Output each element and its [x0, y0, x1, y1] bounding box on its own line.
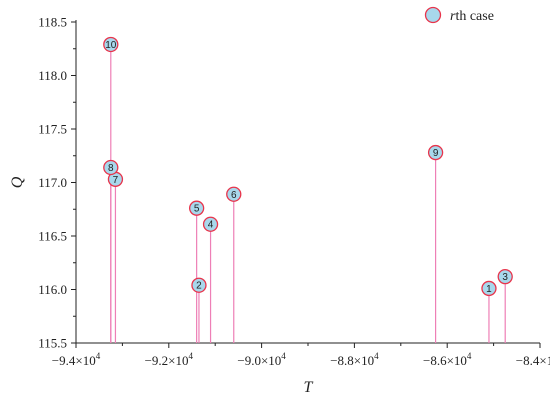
- legend-marker: [424, 6, 442, 24]
- data-point: [103, 36, 119, 53]
- markers: 1 2 3 45 6 78 9 10: [103, 36, 513, 297]
- data-point-label: 10: [105, 40, 117, 51]
- y-tick-label: 117.0: [38, 175, 67, 190]
- data-point: [188, 200, 205, 216]
- data-point-label: 4: [208, 220, 214, 231]
- data-point-label: 7: [113, 175, 119, 186]
- legend: rth case: [424, 6, 494, 24]
- data-point-label: 8: [108, 163, 114, 174]
- legend-label: rth case: [450, 9, 494, 24]
- axes: [75, 20, 540, 344]
- x-tick-label: −8.6×104: [423, 351, 472, 368]
- y-tick-label: 115.5: [38, 336, 67, 351]
- x-axis-title: T: [304, 379, 314, 396]
- y-axis-title: Q: [9, 176, 26, 188]
- stems: [110, 44, 506, 343]
- data-point: [191, 277, 207, 293]
- legend-label-italic: r: [450, 9, 456, 24]
- data-point-label: 9: [433, 148, 439, 159]
- data-point-label: 1: [486, 284, 492, 295]
- x-tick-label: −8.4×104: [516, 351, 550, 368]
- y-tick-label: 118.5: [38, 15, 67, 30]
- y-tick-label: 116.5: [38, 229, 67, 244]
- data-point: [202, 216, 219, 232]
- x-tick-label: −9.0×104: [237, 351, 286, 368]
- data-point-label: 3: [502, 272, 508, 283]
- data-point: [497, 269, 513, 285]
- x-ticks: −9.4×104 −9.2×104 −9.0×104 −8.8×104 −8.6×104…: [52, 343, 550, 368]
- data-point: [481, 280, 497, 297]
- y-tick-label: 116.0: [38, 282, 67, 297]
- data-point-label: 2: [196, 281, 202, 292]
- data-point: [226, 186, 242, 202]
- data-point-label: 5: [194, 204, 200, 215]
- y-ticks: 115.5 116.0 116.5 117.0 117.5 118.0 118.5: [38, 15, 76, 351]
- data-point: [427, 144, 444, 161]
- legend-label-rest: th case: [455, 9, 493, 24]
- x-tick-label: −9.4×104: [52, 351, 101, 368]
- data-point: [103, 159, 119, 176]
- y-tick-label: 117.5: [38, 122, 67, 137]
- y-tick-label: 118.0: [38, 68, 67, 83]
- x-tick-label: −8.8×104: [330, 351, 379, 368]
- x-tick-label: −9.2×104: [145, 351, 194, 368]
- data-point-label: 6: [231, 190, 237, 201]
